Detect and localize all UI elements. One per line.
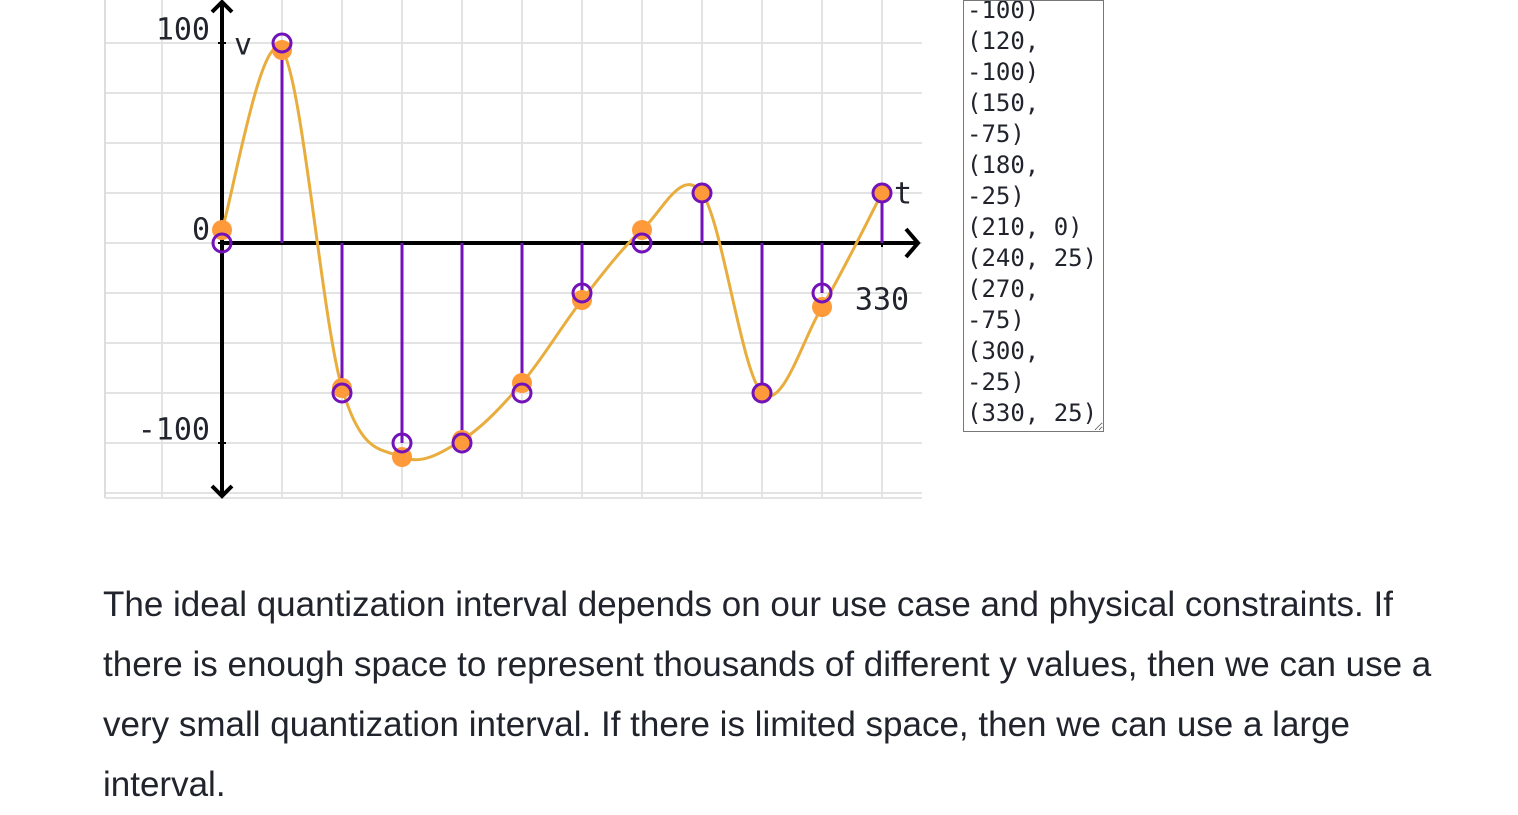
sample-point (872, 183, 892, 203)
quantized-point (451, 432, 473, 454)
sample-point (572, 290, 592, 310)
axis-arrow (210, 0, 234, 14)
quantized-point (571, 282, 593, 304)
quantized-point (811, 282, 833, 304)
y-tick-label: 100 (156, 13, 210, 48)
quantized-point (391, 432, 413, 454)
sample-point (692, 183, 712, 203)
sample-point (332, 378, 352, 398)
sample-point (272, 40, 292, 60)
quantized-point (631, 232, 653, 254)
x-axis-label: t (894, 177, 912, 212)
chart: -100 0 100 330 v t (104, 0, 922, 499)
quantized-point (691, 182, 713, 204)
quantized-point (871, 182, 893, 204)
quantized-point (271, 32, 293, 54)
paragraph: The ideal quantization interval depends … (103, 585, 1432, 804)
quantized-point (511, 382, 533, 404)
quantized-point (751, 382, 773, 404)
axis-arrow (904, 227, 921, 259)
signal-curve (220, 45, 884, 462)
sample-point (752, 383, 772, 403)
points-textarea[interactable]: (0, 0) (30, 100) (60, -75) (90, -100) (1… (963, 0, 1104, 432)
y-tick-label: 0 (192, 213, 210, 248)
y-tick-label: -100 (138, 413, 210, 448)
axis-arrow (210, 484, 234, 499)
quantized-point (331, 382, 353, 404)
quantized-point (211, 232, 233, 254)
x-tick-label: 330 (855, 283, 909, 318)
y-axis-label: v (234, 28, 252, 63)
